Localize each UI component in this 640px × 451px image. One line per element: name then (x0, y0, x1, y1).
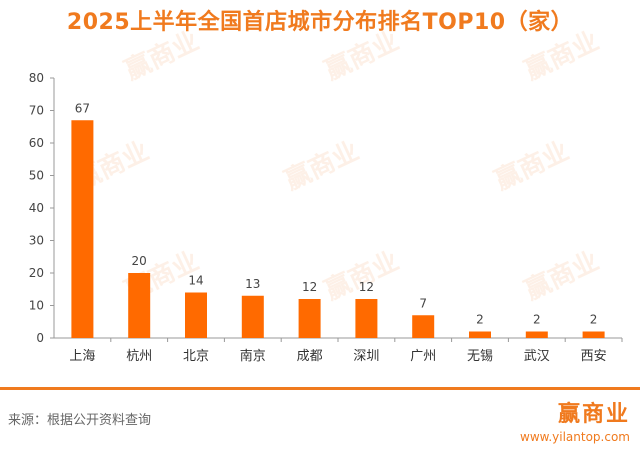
bars-group (71, 120, 605, 338)
watermark-text: 赢商业 (320, 245, 404, 306)
bar (71, 120, 94, 338)
watermark-text: 赢商业 (320, 25, 404, 86)
x-tick-label: 武汉 (524, 349, 550, 364)
brand-logo: 赢商业 www.yilantop.com (520, 396, 630, 444)
logo-text: 赢商业 (557, 402, 630, 427)
x-tick-label: 成都 (297, 349, 323, 364)
data-label: 20 (132, 254, 147, 268)
x-tick-label: 南京 (240, 348, 266, 364)
y-tick-label: 30 (29, 234, 44, 248)
bar (241, 295, 264, 338)
bar (185, 292, 207, 338)
bar (298, 299, 321, 338)
x-tick-label: 深圳 (353, 349, 379, 364)
y-tick-label: 60 (29, 136, 44, 150)
y-tick-label: 20 (29, 266, 44, 280)
y-tick-label: 50 (29, 169, 44, 183)
source-note: 来源：根据公开资料查询 (8, 413, 152, 428)
y-tick-label: 40 (29, 201, 44, 215)
data-label: 14 (188, 274, 203, 288)
data-labels-group: 67 上海 20 杭州 14 北京 13 南京 12 成都 12 深圳 7 广州 2 无锡 2 武汉 2 西安 (69, 101, 606, 364)
x-tick-label: 杭州 (126, 349, 152, 364)
x-tick-label: 广州 (410, 349, 436, 364)
data-label: 2 (476, 313, 484, 327)
bar (525, 331, 548, 338)
y-tick-label: 0 (36, 331, 44, 345)
y-tick-label: 10 (29, 299, 44, 313)
chart-title: 2025上半年全国首店城市分布排名TOP10（家） (66, 10, 574, 35)
x-tick-label: 北京 (183, 349, 209, 364)
data-label: 13 (245, 277, 260, 291)
bar (469, 331, 491, 338)
bar (355, 299, 378, 338)
footer-divider (0, 387, 640, 390)
bar (582, 331, 605, 338)
data-label: 2 (533, 313, 541, 327)
y-tick-label: 70 (29, 104, 44, 118)
watermark-text: 赢商业 (520, 245, 604, 306)
data-label: 12 (359, 280, 374, 294)
bar (412, 315, 435, 338)
watermark-text: 赢商业 (490, 135, 574, 196)
data-label: 2 (590, 313, 598, 327)
data-label: 7 (419, 296, 427, 310)
watermark-text: 赢商业 (520, 25, 604, 86)
data-label: 12 (302, 280, 317, 294)
watermark-text: 赢商业 (280, 135, 364, 196)
y-tick-label: 80 (29, 71, 44, 85)
watermark-text: 赢商业 (120, 25, 204, 86)
x-tick-label: 上海 (69, 349, 95, 364)
x-tick-label: 无锡 (467, 349, 493, 364)
data-label: 67 (75, 101, 90, 115)
logo-url: www.yilantop.com (520, 430, 630, 444)
bar (128, 273, 151, 338)
x-tick-label: 西安 (581, 349, 607, 364)
